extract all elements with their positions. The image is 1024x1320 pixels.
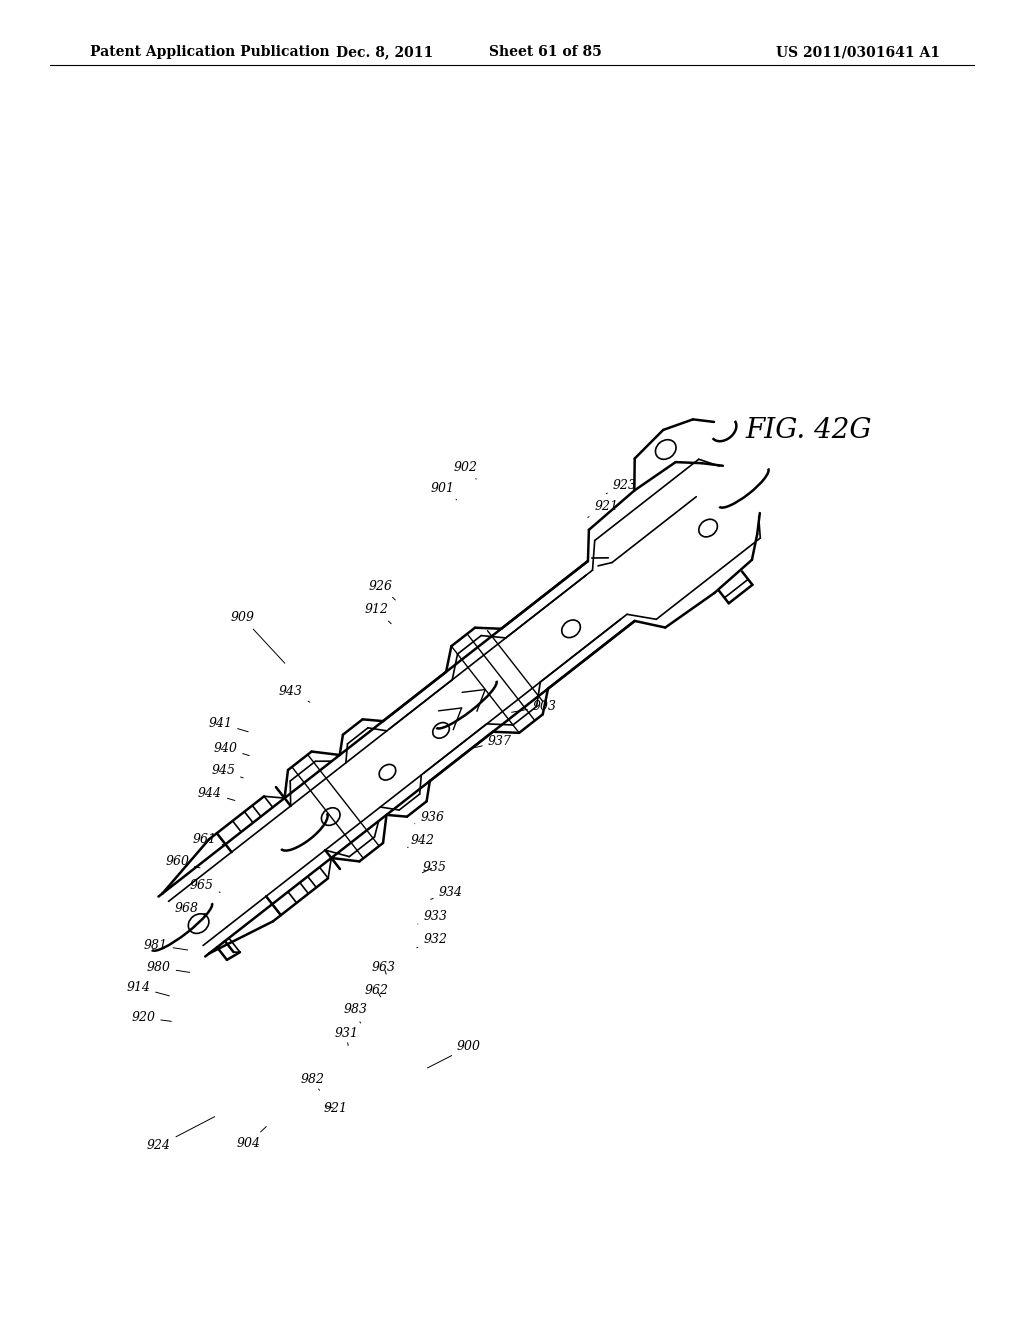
Text: 942: 942	[408, 834, 435, 847]
Text: 943: 943	[279, 685, 310, 702]
Text: 937: 937	[474, 735, 512, 748]
Text: 926: 926	[369, 579, 395, 601]
Text: 982: 982	[300, 1073, 325, 1090]
Text: 924: 924	[146, 1117, 215, 1152]
Text: 935: 935	[422, 861, 446, 874]
Text: 963: 963	[372, 961, 396, 974]
Text: 936: 936	[415, 810, 444, 824]
Text: 945: 945	[211, 764, 243, 777]
Text: 902: 902	[454, 461, 478, 479]
Text: 940: 940	[213, 742, 249, 755]
Text: 960: 960	[165, 855, 200, 869]
Text: FIG. 42G: FIG. 42G	[745, 417, 871, 444]
Text: 912: 912	[365, 603, 391, 624]
Text: 914: 914	[126, 981, 169, 995]
Text: 901: 901	[430, 482, 457, 500]
Text: 961: 961	[193, 833, 223, 846]
Text: 965: 965	[189, 879, 220, 892]
Text: 921: 921	[324, 1102, 348, 1115]
Text: 903: 903	[512, 700, 557, 713]
Text: 931: 931	[334, 1027, 358, 1045]
Text: Sheet 61 of 85: Sheet 61 of 85	[488, 45, 601, 59]
Text: Patent Application Publication: Patent Application Publication	[90, 45, 330, 59]
Text: 983: 983	[343, 1003, 368, 1023]
Text: 909: 909	[230, 611, 285, 663]
Text: 921: 921	[588, 500, 618, 517]
Text: 981: 981	[143, 939, 187, 952]
Text: 980: 980	[146, 961, 189, 974]
Text: 923: 923	[606, 479, 637, 494]
Text: 968: 968	[174, 902, 206, 915]
Text: 941: 941	[208, 717, 248, 731]
Text: 920: 920	[131, 1011, 171, 1024]
Text: US 2011/0301641 A1: US 2011/0301641 A1	[776, 45, 940, 59]
Text: Dec. 8, 2011: Dec. 8, 2011	[336, 45, 433, 59]
Text: 900: 900	[427, 1040, 481, 1068]
Text: 932: 932	[417, 933, 447, 948]
Text: 934: 934	[431, 886, 463, 899]
Text: 944: 944	[198, 787, 234, 800]
Text: 904: 904	[237, 1126, 266, 1150]
Text: 962: 962	[365, 983, 389, 997]
Text: 933: 933	[418, 909, 447, 924]
